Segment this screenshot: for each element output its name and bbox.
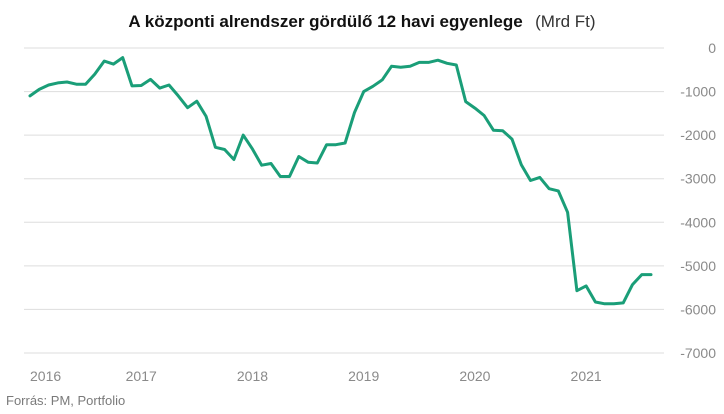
y-tick-label: -2000 <box>680 127 716 143</box>
chart-title-main: A központi alrendszer gördülő 12 havi eg… <box>128 12 522 31</box>
x-tick-label: 2019 <box>348 368 379 384</box>
y-tick-label: 0 <box>708 40 716 56</box>
x-tick-label: 2017 <box>126 368 157 384</box>
y-axis-labels: 0 -1000 -2000 -3000 -4000 -5000 -6000 -7000 <box>680 40 716 361</box>
x-tick-label: 2018 <box>237 368 268 384</box>
x-tick-label: 2020 <box>459 368 490 384</box>
chart-title-unit: (Mrd Ft) <box>535 12 595 31</box>
series-line <box>28 56 653 306</box>
y-tick-label: -6000 <box>680 301 716 317</box>
gridlines <box>24 47 664 354</box>
x-tick-label: 2021 <box>571 368 602 384</box>
x-axis-labels: 2016 2017 2018 2019 2020 2021 <box>30 368 602 384</box>
x-tick-label: 2016 <box>30 368 61 384</box>
y-tick-label: -3000 <box>680 171 716 187</box>
y-tick-label: -1000 <box>680 84 716 100</box>
chart-title: A központi alrendszer gördülő 12 havi eg… <box>128 12 595 31</box>
y-tick-label: -5000 <box>680 258 716 274</box>
y-tick-label: -4000 <box>680 214 716 230</box>
source-note: Forrás: PM, Portfolio <box>6 393 125 408</box>
y-tick-label: -7000 <box>680 345 716 361</box>
